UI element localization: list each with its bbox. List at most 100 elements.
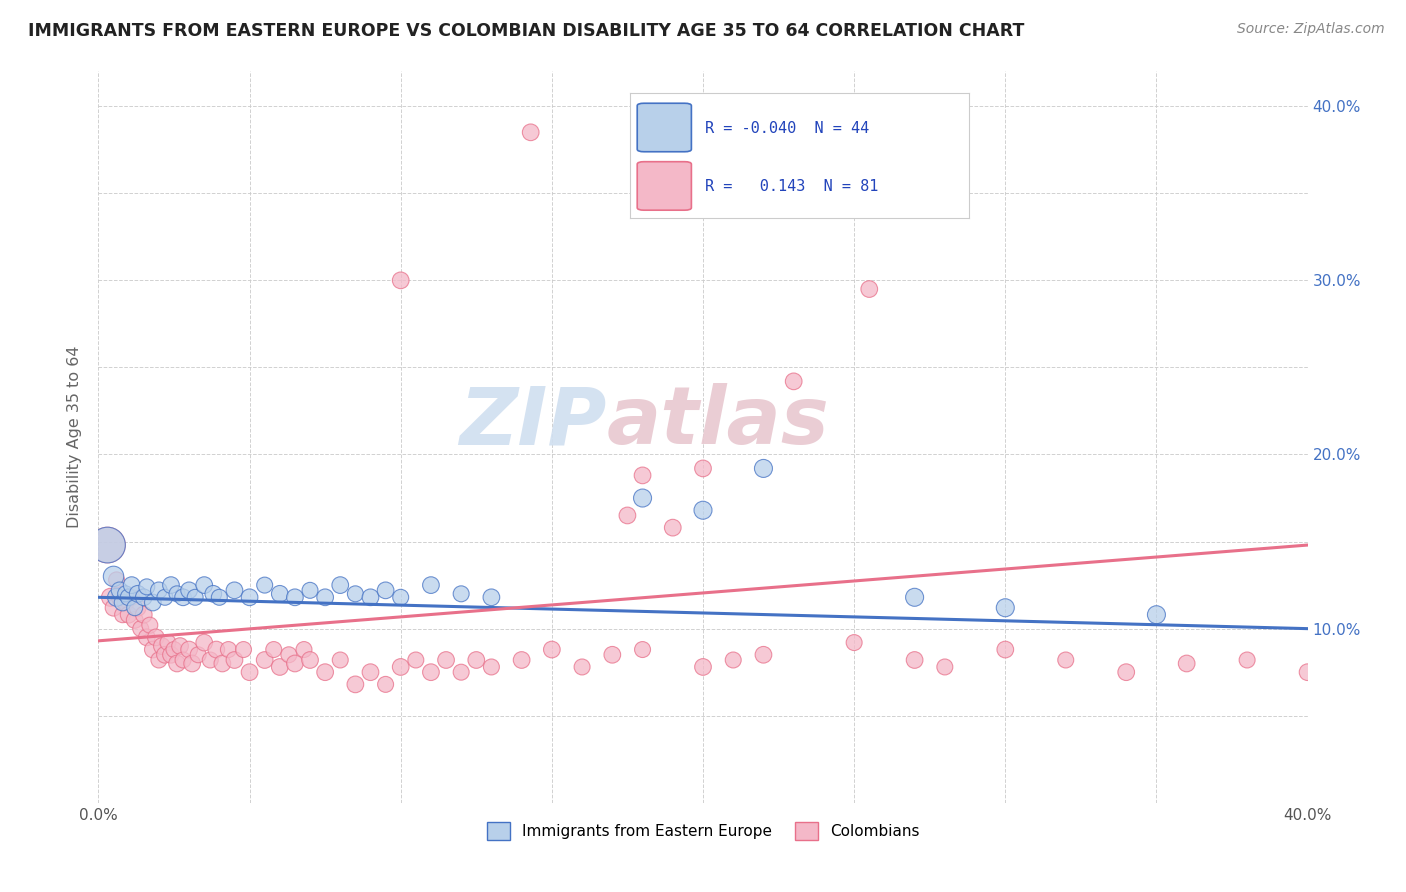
- Point: [200, 653, 222, 667]
- Point: [172, 653, 194, 667]
- Point: [1144, 607, 1167, 622]
- Point: [360, 591, 382, 605]
- Point: [389, 273, 412, 287]
- Text: ZIP: ZIP: [458, 384, 606, 461]
- Point: [752, 648, 775, 662]
- Point: [127, 600, 149, 615]
- Point: [602, 648, 624, 662]
- Point: [239, 665, 262, 680]
- Point: [994, 600, 1017, 615]
- Point: [205, 642, 228, 657]
- Point: [118, 607, 141, 622]
- Point: [329, 653, 352, 667]
- Point: [405, 653, 427, 667]
- Point: [169, 639, 191, 653]
- Point: [108, 591, 131, 605]
- Point: [692, 660, 714, 674]
- Point: [934, 660, 956, 674]
- Point: [299, 583, 322, 598]
- Point: [519, 125, 541, 139]
- Point: [153, 591, 176, 605]
- Point: [314, 591, 336, 605]
- Point: [103, 600, 125, 615]
- Point: [631, 642, 654, 657]
- Point: [111, 595, 134, 609]
- Point: [269, 660, 291, 674]
- Point: [160, 648, 183, 662]
- Point: [434, 653, 457, 667]
- Point: [465, 653, 488, 667]
- Point: [232, 642, 254, 657]
- Point: [114, 587, 136, 601]
- Point: [1115, 665, 1137, 680]
- Point: [374, 677, 396, 691]
- Point: [224, 583, 246, 598]
- Point: [124, 600, 146, 615]
- Point: [135, 631, 157, 645]
- Point: [1175, 657, 1198, 671]
- Point: [299, 653, 322, 667]
- Legend: Immigrants from Eastern Europe, Colombians: Immigrants from Eastern Europe, Colombia…: [481, 815, 925, 847]
- Point: [510, 653, 533, 667]
- Point: [187, 648, 209, 662]
- Point: [156, 635, 179, 649]
- Point: [389, 660, 412, 674]
- Point: [329, 578, 352, 592]
- Point: [153, 648, 176, 662]
- Point: [179, 583, 201, 598]
- Point: [135, 580, 157, 594]
- Point: [139, 618, 162, 632]
- Point: [481, 660, 503, 674]
- Point: [121, 591, 143, 605]
- Text: Source: ZipAtlas.com: Source: ZipAtlas.com: [1237, 22, 1385, 37]
- Point: [142, 595, 165, 609]
- Point: [374, 583, 396, 598]
- Point: [239, 591, 262, 605]
- Point: [96, 538, 118, 552]
- Y-axis label: Disability Age 35 to 64: Disability Age 35 to 64: [67, 346, 83, 528]
- Text: atlas: atlas: [606, 384, 830, 461]
- Point: [253, 578, 276, 592]
- Point: [692, 503, 714, 517]
- Point: [692, 461, 714, 475]
- Point: [127, 587, 149, 601]
- Point: [181, 657, 204, 671]
- Point: [132, 591, 155, 605]
- Point: [121, 578, 143, 592]
- Point: [148, 583, 170, 598]
- Point: [100, 591, 122, 605]
- Point: [450, 665, 472, 680]
- Point: [184, 591, 207, 605]
- Point: [179, 642, 201, 657]
- Point: [129, 622, 152, 636]
- Point: [108, 583, 131, 598]
- Point: [450, 587, 472, 601]
- Point: [193, 635, 215, 649]
- Point: [132, 607, 155, 622]
- Point: [344, 677, 367, 691]
- Point: [1236, 653, 1258, 667]
- Point: [145, 631, 167, 645]
- Point: [284, 591, 307, 605]
- Point: [631, 491, 654, 505]
- Point: [292, 642, 315, 657]
- Point: [314, 665, 336, 680]
- Point: [360, 665, 382, 680]
- Point: [571, 660, 593, 674]
- Point: [118, 591, 141, 605]
- Point: [752, 461, 775, 475]
- Point: [142, 642, 165, 657]
- Point: [150, 639, 173, 653]
- Point: [124, 613, 146, 627]
- Point: [994, 642, 1017, 657]
- Point: [263, 642, 285, 657]
- Point: [96, 538, 118, 552]
- Point: [904, 653, 927, 667]
- Point: [114, 595, 136, 609]
- Point: [172, 591, 194, 605]
- Point: [160, 578, 183, 592]
- Point: [217, 642, 239, 657]
- Text: IMMIGRANTS FROM EASTERN EUROPE VS COLOMBIAN DISABILITY AGE 35 TO 64 CORRELATION : IMMIGRANTS FROM EASTERN EUROPE VS COLOMB…: [28, 22, 1025, 40]
- Point: [269, 587, 291, 601]
- Point: [661, 521, 683, 535]
